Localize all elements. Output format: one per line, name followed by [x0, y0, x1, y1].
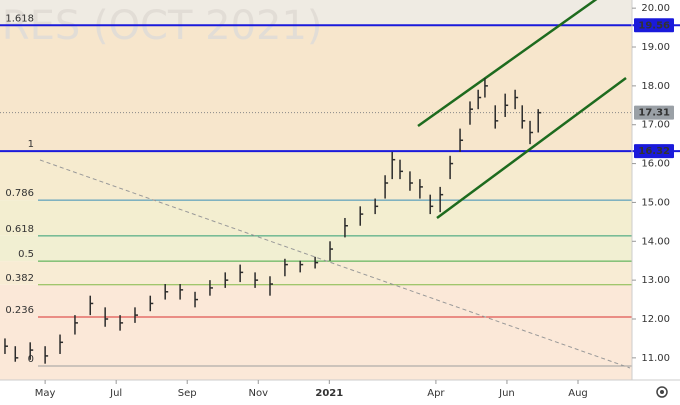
fib-band [0, 25, 632, 152]
price-label-box [634, 18, 674, 33]
fib-label: 0.382 [5, 273, 34, 284]
fib-band [0, 284, 632, 318]
y-tick-label: 11.00 [641, 353, 670, 364]
fib-label: 0.618 [5, 224, 34, 235]
fib-bands [0, 0, 632, 380]
price-label: 16.32 [638, 146, 670, 157]
y-tick-label: 17.00 [641, 120, 670, 131]
x-tick-label: Aug [568, 388, 588, 399]
y-tick-label: 12.00 [641, 314, 670, 325]
x-tick-label: Apr [427, 388, 445, 399]
settings-icon[interactable] [656, 386, 668, 398]
fib-label: 1.618 [5, 13, 34, 24]
y-tick-label: 20.00 [641, 3, 670, 14]
channel-bottom [436, 76, 627, 220]
dashed-trend [39, 159, 631, 369]
x-tick-label: Jun [498, 388, 515, 399]
price-bars [4, 78, 542, 364]
fib-label: 0.786 [5, 188, 34, 199]
x-tick-label: Jul [109, 388, 122, 399]
x-tick-label: Nov [249, 388, 269, 399]
axes: 11.00 12.00 13.00 14.00 15.00 16.00 17.00 18.00… [35, 3, 674, 399]
fib-band [0, 0, 632, 26]
y-tick-label: 19.00 [641, 42, 670, 53]
price-label: 19.56 [638, 20, 670, 31]
fib-band [0, 366, 632, 380]
x-tick-label: 2021 [315, 388, 343, 399]
channel-top [417, 0, 598, 128]
x-tick-label: May [35, 388, 56, 399]
y-tick-label: 14.00 [641, 236, 670, 247]
fib-label: 1 [28, 139, 34, 150]
fib-label: 0.236 [5, 305, 34, 316]
fib-band [0, 151, 632, 201]
price-label-box [634, 105, 674, 120]
fib-band [0, 317, 632, 367]
fib-band [0, 200, 632, 236]
fib-band [0, 235, 632, 262]
price-label: 17.31 [638, 108, 670, 119]
fib-band [0, 261, 632, 285]
y-tick-label: 18.00 [641, 81, 670, 92]
y-tick-label: 15.00 [641, 197, 670, 208]
price-label-box [634, 144, 674, 159]
y-tick-label: 16.00 [641, 159, 670, 170]
fib-label: 0.5 [18, 249, 34, 260]
x-tick-label: Sep [178, 388, 197, 399]
y-tick-label: 13.00 [641, 275, 670, 286]
